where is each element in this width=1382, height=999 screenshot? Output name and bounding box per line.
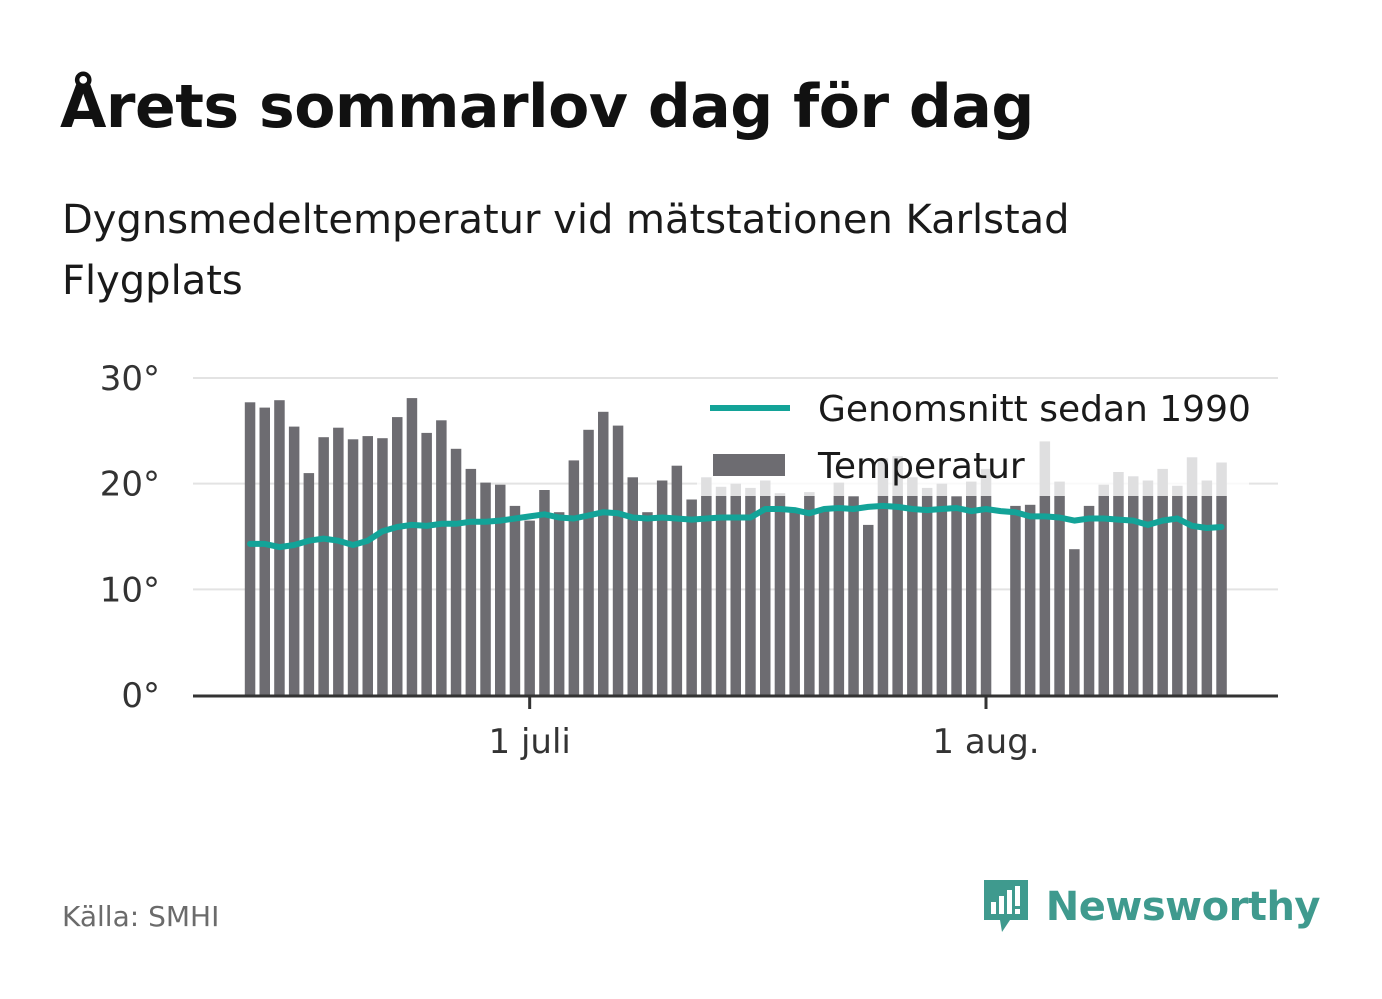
temperature-bar: [774, 493, 786, 695]
temperature-bar: [951, 496, 962, 695]
temperature-bar: [1157, 468, 1168, 695]
temperature-bar: [877, 458, 889, 695]
temperature-bar: [421, 432, 432, 695]
temperature-bar: [1186, 457, 1198, 696]
temperature-bar: [671, 465, 683, 695]
temperature-bar: [730, 483, 741, 695]
legend-label-average: Genomsnitt sedan 1990: [818, 389, 1251, 430]
temperature-bar: [1142, 480, 1154, 695]
temperature-bar: [1054, 481, 1065, 695]
temperature-bar: [1069, 549, 1080, 695]
temperature-bar: [539, 490, 550, 695]
temperature-bar: [480, 482, 491, 695]
temperature-bar: [818, 509, 830, 695]
temperature-bar: [804, 492, 815, 695]
average-line-group: [247, 502, 1225, 551]
source-note: Källa: SMHI: [62, 900, 220, 933]
temperature-bar: [1128, 476, 1139, 695]
temperature-bar: [656, 480, 668, 695]
temperature-bar: [406, 398, 418, 695]
temperature-bar: [553, 512, 565, 695]
y-tick-label: 10°: [100, 570, 160, 610]
temperature-bar: [509, 505, 521, 695]
x-tick-label: 1 juli: [489, 722, 571, 762]
brand-name: Newsworthy: [1045, 884, 1321, 930]
chart-subtitle: Dygnsmedeltemperatur vid mätstationen Ka…: [62, 197, 1070, 304]
x-axis-ticks: 1 juli 1 aug.: [489, 697, 1040, 762]
temperature-bar: [362, 436, 373, 695]
temperature-bar: [1172, 485, 1183, 695]
temperature-bar: [1010, 505, 1021, 695]
temperature-bar: [583, 429, 594, 695]
legend: Genomsnitt sedan 1990 Temperatur: [697, 380, 1251, 496]
temperature-bar: [303, 473, 315, 695]
temperature-bar: [1201, 480, 1213, 695]
temperature-bar: [318, 437, 329, 695]
temperature-bar: [686, 499, 697, 695]
temperature-bar: [848, 496, 859, 695]
brand-logo: Newsworthy: [980, 876, 1321, 938]
temperature-bar: [1216, 462, 1227, 695]
temperature-bar: [833, 482, 845, 695]
temperature-bar: [1039, 441, 1051, 695]
temperature-bar: [907, 477, 918, 695]
legend-box: [697, 380, 1249, 496]
x-tick-label: 1 aug.: [932, 722, 1039, 762]
temperature-bar: [789, 510, 800, 695]
temperature-bar: [568, 460, 580, 695]
y-tick-label: 0°: [121, 676, 160, 716]
temperature-bar: [1098, 484, 1109, 695]
temperature-bar: [642, 512, 653, 695]
temperature-bar: [377, 438, 388, 695]
average-line: [247, 502, 1225, 551]
temperature-bar: [1083, 505, 1095, 695]
temperature-bar: [701, 477, 712, 695]
temperature-bar: [392, 417, 403, 695]
temperature-bar: [612, 425, 624, 695]
temperature-bar: [966, 481, 977, 695]
newsworthy-logo-icon: [980, 876, 1032, 938]
temperature-bar: [745, 487, 756, 695]
temperature-bar: [524, 520, 535, 695]
y-tick-label: 30°: [100, 359, 160, 399]
temperature-bar: [1113, 472, 1124, 695]
temperature-bar: [1024, 504, 1036, 695]
temperature-bar: [715, 486, 727, 695]
y-tick-label: 20°: [100, 465, 160, 505]
temperature-bar: [288, 426, 300, 695]
temperature-bar: [450, 448, 462, 695]
temperature-bar: [244, 402, 256, 695]
legend-label-temperature: Temperatur: [817, 446, 1025, 487]
temperature-bar: [598, 411, 609, 695]
temperature-bar: [465, 468, 477, 695]
temperature-bar: [436, 420, 447, 695]
temperature-bars: [244, 398, 1227, 696]
y-axis-labels: 0° 10° 20° 30°: [100, 359, 160, 716]
temperature-bar: [863, 524, 874, 695]
temperature-bar: [259, 407, 270, 695]
temperature-bar: [347, 439, 359, 695]
temperature-bar: [760, 480, 771, 695]
temperature-bar: [627, 477, 638, 695]
temperature-bar: [980, 468, 992, 695]
legend-bar-swatch: [713, 454, 785, 476]
temperature-bar: [936, 483, 948, 695]
temperature-bar: [495, 484, 506, 695]
temperature-bar: [333, 427, 344, 695]
chart-title: Årets sommarlov dag för dag: [60, 72, 1034, 142]
temperature-bar: [892, 456, 903, 695]
temperature-bar: [921, 487, 933, 695]
